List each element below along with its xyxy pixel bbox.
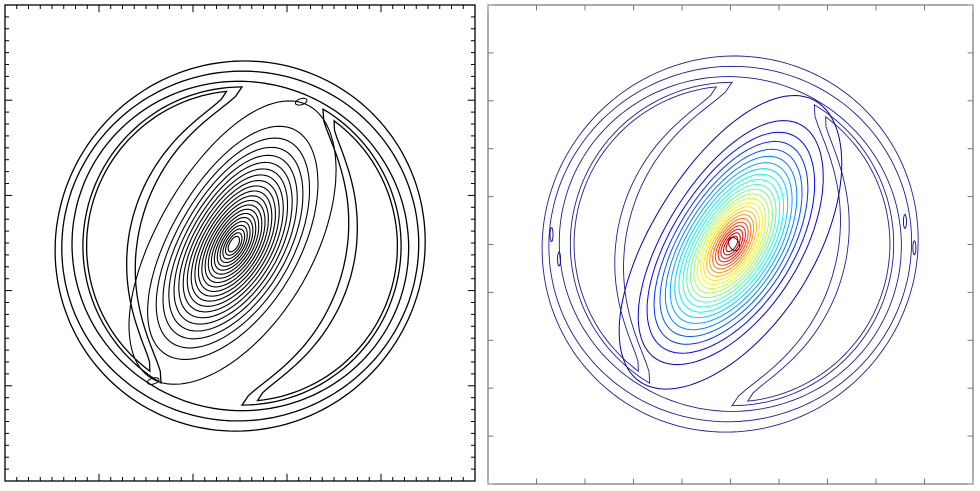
vortex-contour xyxy=(216,220,251,267)
vortex-contour xyxy=(186,180,280,307)
vortex-contour xyxy=(178,168,289,319)
vortex-contour xyxy=(678,173,785,313)
vortex-contour xyxy=(689,188,773,298)
right-contour-panel xyxy=(487,0,977,491)
side-lobe-contour xyxy=(85,90,228,373)
vortex-contour xyxy=(197,195,269,292)
vortex-contour xyxy=(162,146,304,340)
vortex-contour xyxy=(714,221,749,266)
vortex-contour xyxy=(669,162,793,324)
vortex-contour xyxy=(664,155,798,331)
vortex-contour xyxy=(706,210,758,278)
side-lobe-contour xyxy=(746,115,891,402)
vortex-contour xyxy=(147,125,319,360)
vortex-contour xyxy=(674,168,789,319)
vortex-contour xyxy=(693,193,770,294)
vortex-contour xyxy=(207,208,260,279)
vortex-contour xyxy=(725,235,739,253)
vortex-contour xyxy=(227,235,240,253)
side-lobe-contour xyxy=(569,81,733,385)
vortex-contour xyxy=(194,190,273,297)
vortex-contour xyxy=(173,161,293,325)
vortex-contour xyxy=(646,131,816,354)
side-lobe-contour xyxy=(240,107,402,406)
vortex-contour xyxy=(720,228,744,259)
edge-blip-contour xyxy=(912,240,917,256)
vortex-contour xyxy=(182,174,284,313)
outer-ring-contour xyxy=(71,80,410,412)
vortex-contour xyxy=(637,120,824,366)
vortex-contour xyxy=(717,225,747,263)
vortex-contour xyxy=(155,137,311,349)
small-eddy-contour xyxy=(147,377,160,385)
vortex-contour xyxy=(201,199,266,288)
side-lobe-contour xyxy=(256,119,399,402)
left-plot-frame xyxy=(4,4,476,482)
left-contour-panel xyxy=(0,0,480,491)
side-lobe-contour xyxy=(573,86,718,373)
left-contour-lines xyxy=(54,60,426,432)
vortex-contour xyxy=(696,197,767,290)
vortex-contour xyxy=(618,94,843,390)
vortex-contour xyxy=(204,204,263,284)
outer-ring-contour xyxy=(54,60,426,432)
vortex-contour xyxy=(659,148,803,338)
vortex-core-contour xyxy=(727,236,741,252)
outer-ring-contour xyxy=(61,70,420,422)
vortex-contour xyxy=(686,183,777,303)
edge-blip-contour xyxy=(549,226,554,243)
left-axis-ticks xyxy=(4,4,476,482)
vortex-contour xyxy=(222,228,246,260)
vortex-contour xyxy=(723,232,741,256)
outer-ring-contour xyxy=(548,65,913,423)
vortex-contour xyxy=(190,185,276,302)
vortex-contour xyxy=(128,100,337,385)
vortex-contour xyxy=(210,212,257,275)
vortex-contour xyxy=(653,140,809,345)
edge-blip-contour xyxy=(556,251,561,267)
outer-ring-contour xyxy=(541,55,919,433)
small-eddy-contour xyxy=(295,97,308,106)
side-lobe-contour xyxy=(731,103,895,407)
vortex-contour xyxy=(712,218,752,270)
left-contour-plot xyxy=(4,4,476,482)
vortex-contour xyxy=(709,214,755,274)
vortex-contour xyxy=(224,232,243,256)
right-axis-ticks xyxy=(487,4,974,485)
vortex-contour xyxy=(699,202,764,285)
vortex-contour xyxy=(703,206,761,281)
right-contour-plot xyxy=(487,4,974,485)
vortex-contour xyxy=(682,178,781,308)
vortex-contour xyxy=(219,224,248,264)
right-contour-lines xyxy=(541,55,919,433)
vortex-contour xyxy=(213,216,254,271)
vortex-contour xyxy=(168,154,298,332)
outer-ring-contour xyxy=(558,76,902,412)
edge-blip-contour xyxy=(903,213,908,230)
